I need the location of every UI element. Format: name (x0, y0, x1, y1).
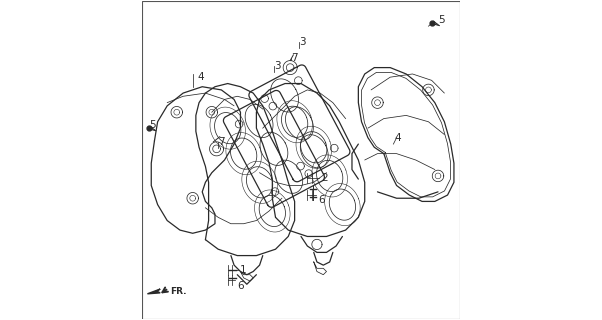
Text: 3: 3 (299, 37, 306, 47)
Text: 6: 6 (237, 281, 244, 291)
Text: 7: 7 (291, 53, 297, 63)
Text: FR.: FR. (170, 287, 187, 296)
Text: 5: 5 (150, 120, 157, 130)
Text: 2: 2 (321, 172, 328, 182)
Text: 3: 3 (274, 61, 281, 71)
Text: 4: 4 (394, 133, 401, 143)
Text: 1: 1 (240, 265, 246, 275)
Text: 4: 4 (197, 72, 204, 82)
Text: 5: 5 (438, 15, 445, 25)
Polygon shape (147, 289, 160, 294)
Text: 7: 7 (218, 138, 225, 148)
Text: 6: 6 (318, 195, 325, 205)
